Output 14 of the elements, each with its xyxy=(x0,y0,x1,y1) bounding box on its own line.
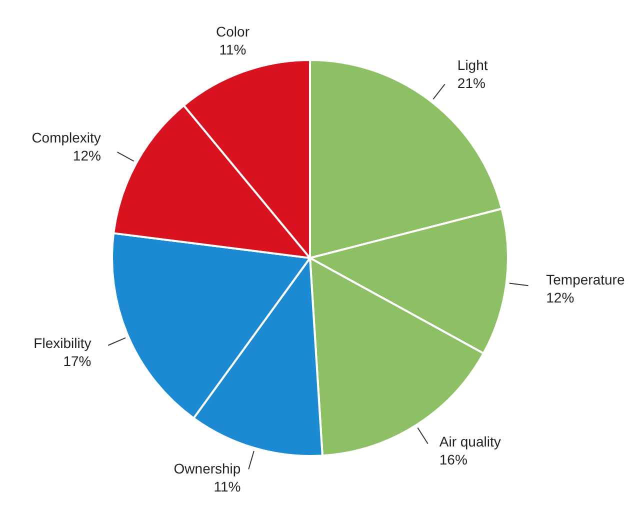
data-label: 17% xyxy=(63,352,92,369)
data-label: 21% xyxy=(457,75,486,92)
slice-label: Complexity xyxy=(32,129,101,146)
slice-label: Temperature xyxy=(546,271,625,288)
data-label: 12% xyxy=(546,289,574,306)
data-label: 16% xyxy=(439,452,468,468)
data-label: 11% xyxy=(219,41,246,58)
data-label: 11% xyxy=(214,478,241,495)
data-label: 12% xyxy=(72,147,101,164)
slice-label: Color xyxy=(216,23,250,40)
slice-label: Flexibility xyxy=(34,334,92,351)
slice-label: Light xyxy=(457,57,488,74)
slice-label: Air quality xyxy=(439,434,501,450)
slice-label: Ownership xyxy=(174,460,241,477)
